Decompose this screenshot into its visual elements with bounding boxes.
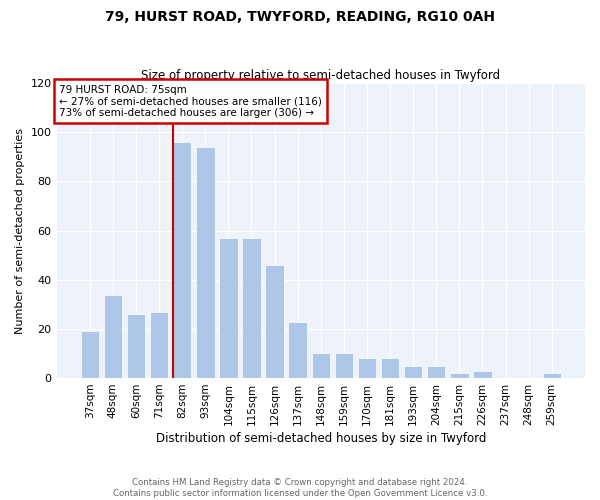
Bar [104, 294, 122, 378]
Bar [127, 314, 145, 378]
Bar [381, 358, 400, 378]
Bar [219, 238, 238, 378]
Bar [404, 366, 422, 378]
Y-axis label: Number of semi-detached properties: Number of semi-detached properties [15, 128, 25, 334]
X-axis label: Distribution of semi-detached houses by size in Twyford: Distribution of semi-detached houses by … [155, 432, 486, 445]
Text: 79 HURST ROAD: 75sqm
← 27% of semi-detached houses are smaller (116)
73% of semi: 79 HURST ROAD: 75sqm ← 27% of semi-detac… [59, 84, 322, 118]
Bar [473, 370, 491, 378]
Text: Contains HM Land Registry data © Crown copyright and database right 2024.
Contai: Contains HM Land Registry data © Crown c… [113, 478, 487, 498]
Text: 79, HURST ROAD, TWYFORD, READING, RG10 0AH: 79, HURST ROAD, TWYFORD, READING, RG10 0… [105, 10, 495, 24]
Bar [358, 358, 376, 378]
Bar [265, 265, 284, 378]
Bar [427, 366, 445, 378]
Bar [80, 332, 99, 378]
Bar [173, 142, 191, 378]
Bar [450, 373, 469, 378]
Bar [311, 354, 330, 378]
Title: Size of property relative to semi-detached houses in Twyford: Size of property relative to semi-detach… [141, 69, 500, 82]
Bar [150, 312, 169, 378]
Bar [542, 373, 561, 378]
Bar [289, 322, 307, 378]
Bar [335, 354, 353, 378]
Bar [242, 238, 261, 378]
Bar [196, 147, 215, 378]
